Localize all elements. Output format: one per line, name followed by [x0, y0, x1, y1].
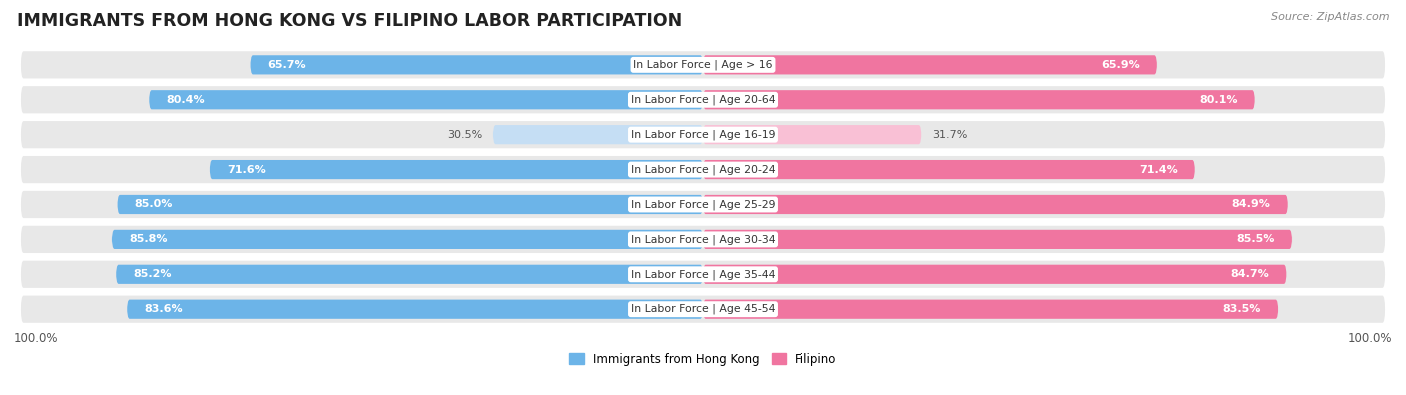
FancyBboxPatch shape [703, 265, 1286, 284]
Text: 71.4%: 71.4% [1139, 165, 1178, 175]
FancyBboxPatch shape [117, 265, 703, 284]
FancyBboxPatch shape [703, 299, 1278, 319]
Text: 83.5%: 83.5% [1223, 304, 1261, 314]
Text: In Labor Force | Age 20-64: In Labor Force | Age 20-64 [631, 94, 775, 105]
Text: 100.0%: 100.0% [1347, 332, 1392, 345]
Text: 100.0%: 100.0% [14, 332, 59, 345]
FancyBboxPatch shape [21, 86, 1385, 113]
FancyBboxPatch shape [149, 90, 703, 109]
Text: In Labor Force | Age 20-24: In Labor Force | Age 20-24 [631, 164, 775, 175]
Text: 85.8%: 85.8% [129, 234, 167, 245]
Text: 83.6%: 83.6% [145, 304, 183, 314]
FancyBboxPatch shape [703, 160, 1195, 179]
FancyBboxPatch shape [112, 230, 703, 249]
Text: 65.9%: 65.9% [1101, 60, 1140, 70]
FancyBboxPatch shape [703, 55, 1157, 74]
Text: In Labor Force | Age 25-29: In Labor Force | Age 25-29 [631, 199, 775, 210]
FancyBboxPatch shape [703, 90, 1254, 109]
Text: 84.9%: 84.9% [1232, 199, 1271, 209]
FancyBboxPatch shape [127, 299, 703, 319]
FancyBboxPatch shape [703, 125, 921, 144]
Text: In Labor Force | Age 45-54: In Labor Force | Age 45-54 [631, 304, 775, 314]
FancyBboxPatch shape [21, 191, 1385, 218]
FancyBboxPatch shape [21, 121, 1385, 148]
FancyBboxPatch shape [118, 195, 703, 214]
Text: In Labor Force | Age 16-19: In Labor Force | Age 16-19 [631, 130, 775, 140]
FancyBboxPatch shape [21, 156, 1385, 183]
Text: 85.0%: 85.0% [135, 199, 173, 209]
Text: IMMIGRANTS FROM HONG KONG VS FILIPINO LABOR PARTICIPATION: IMMIGRANTS FROM HONG KONG VS FILIPINO LA… [17, 12, 682, 30]
FancyBboxPatch shape [250, 55, 703, 74]
Text: 80.1%: 80.1% [1199, 95, 1237, 105]
Text: Source: ZipAtlas.com: Source: ZipAtlas.com [1271, 12, 1389, 22]
Text: 80.4%: 80.4% [166, 95, 205, 105]
Legend: Immigrants from Hong Kong, Filipino: Immigrants from Hong Kong, Filipino [569, 353, 837, 366]
FancyBboxPatch shape [703, 230, 1292, 249]
Text: In Labor Force | Age 30-34: In Labor Force | Age 30-34 [631, 234, 775, 245]
FancyBboxPatch shape [21, 226, 1385, 253]
Text: 71.6%: 71.6% [226, 165, 266, 175]
FancyBboxPatch shape [494, 125, 703, 144]
FancyBboxPatch shape [21, 51, 1385, 79]
Text: 31.7%: 31.7% [932, 130, 967, 140]
FancyBboxPatch shape [703, 195, 1288, 214]
FancyBboxPatch shape [209, 160, 703, 179]
Text: 30.5%: 30.5% [447, 130, 482, 140]
FancyBboxPatch shape [21, 295, 1385, 323]
Text: 84.7%: 84.7% [1230, 269, 1270, 279]
Text: 85.2%: 85.2% [134, 269, 172, 279]
Text: In Labor Force | Age 35-44: In Labor Force | Age 35-44 [631, 269, 775, 280]
Text: 85.5%: 85.5% [1236, 234, 1275, 245]
Text: 65.7%: 65.7% [267, 60, 307, 70]
Text: In Labor Force | Age > 16: In Labor Force | Age > 16 [633, 60, 773, 70]
FancyBboxPatch shape [21, 261, 1385, 288]
